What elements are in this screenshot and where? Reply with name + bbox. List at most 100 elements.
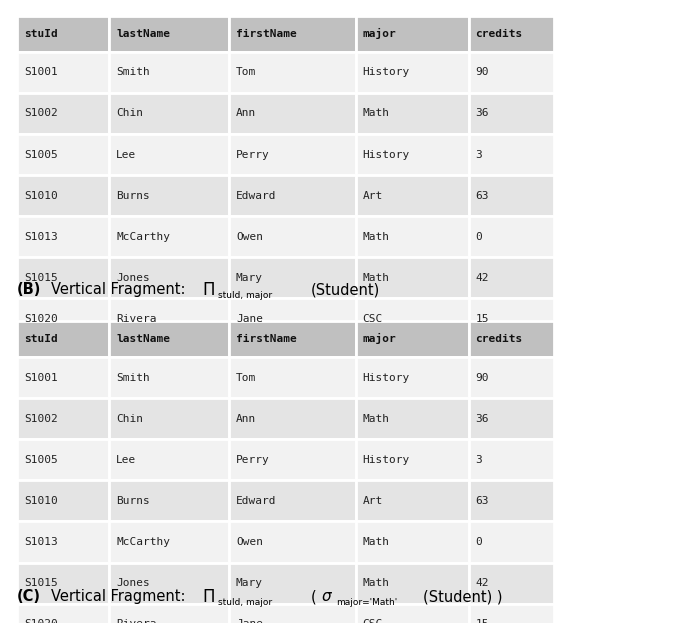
Text: Edward: Edward <box>236 496 276 506</box>
Text: S1002: S1002 <box>24 414 57 424</box>
FancyBboxPatch shape <box>109 480 229 521</box>
Text: Math: Math <box>363 108 389 118</box>
FancyBboxPatch shape <box>229 257 356 298</box>
Text: Jones: Jones <box>116 273 150 283</box>
FancyBboxPatch shape <box>17 216 109 257</box>
Text: (C): (C) <box>17 589 41 604</box>
Text: Math: Math <box>363 578 389 588</box>
FancyBboxPatch shape <box>356 563 469 604</box>
FancyBboxPatch shape <box>109 321 229 357</box>
FancyBboxPatch shape <box>109 175 229 216</box>
Text: 36: 36 <box>475 414 489 424</box>
Text: CSC: CSC <box>363 314 383 324</box>
Text: stuId: stuId <box>24 29 57 39</box>
FancyBboxPatch shape <box>469 175 554 216</box>
Text: Rivera: Rivera <box>116 619 157 623</box>
Text: credits: credits <box>475 334 523 344</box>
Text: 90: 90 <box>475 373 489 383</box>
FancyBboxPatch shape <box>356 480 469 521</box>
FancyBboxPatch shape <box>109 439 229 480</box>
FancyBboxPatch shape <box>229 321 356 357</box>
Text: Mary: Mary <box>236 578 263 588</box>
FancyBboxPatch shape <box>469 480 554 521</box>
FancyBboxPatch shape <box>229 298 356 340</box>
FancyBboxPatch shape <box>17 439 109 480</box>
FancyBboxPatch shape <box>17 480 109 521</box>
FancyBboxPatch shape <box>469 216 554 257</box>
Text: major='Math': major='Math' <box>336 598 397 607</box>
FancyBboxPatch shape <box>469 134 554 175</box>
FancyBboxPatch shape <box>356 16 469 52</box>
Text: 42: 42 <box>475 273 489 283</box>
Text: McCarthy: McCarthy <box>116 537 170 547</box>
FancyBboxPatch shape <box>469 16 554 52</box>
Text: McCarthy: McCarthy <box>116 232 170 242</box>
FancyBboxPatch shape <box>17 521 109 563</box>
FancyBboxPatch shape <box>109 521 229 563</box>
FancyBboxPatch shape <box>109 16 229 52</box>
Text: S1001: S1001 <box>24 373 57 383</box>
Text: major: major <box>363 333 396 345</box>
FancyBboxPatch shape <box>229 93 356 134</box>
FancyBboxPatch shape <box>17 16 109 52</box>
Text: (Student): (Student) <box>311 282 380 297</box>
FancyBboxPatch shape <box>229 563 356 604</box>
Text: (: ( <box>311 589 317 604</box>
Text: Math: Math <box>363 273 389 283</box>
Text: Rivera: Rivera <box>116 314 157 324</box>
FancyBboxPatch shape <box>469 257 554 298</box>
Text: $\sigma$: $\sigma$ <box>321 589 333 604</box>
FancyBboxPatch shape <box>229 16 356 52</box>
Text: Lee: Lee <box>116 455 137 465</box>
FancyBboxPatch shape <box>469 521 554 563</box>
Text: Perry: Perry <box>236 150 269 159</box>
Text: Burns: Burns <box>116 496 150 506</box>
Text: credits: credits <box>475 29 523 39</box>
FancyBboxPatch shape <box>109 563 229 604</box>
Text: S1015: S1015 <box>24 578 57 588</box>
Text: S1010: S1010 <box>24 191 57 201</box>
FancyBboxPatch shape <box>356 298 469 340</box>
FancyBboxPatch shape <box>17 93 109 134</box>
Text: lastName: lastName <box>116 29 170 39</box>
Text: CSC: CSC <box>363 619 383 623</box>
FancyBboxPatch shape <box>229 216 356 257</box>
Text: Tom: Tom <box>236 373 256 383</box>
Text: stuId, major: stuId, major <box>218 291 272 300</box>
Text: History: History <box>363 373 410 383</box>
FancyBboxPatch shape <box>356 398 469 439</box>
Text: Mary: Mary <box>236 273 263 283</box>
FancyBboxPatch shape <box>109 93 229 134</box>
Text: lastName: lastName <box>116 334 170 344</box>
Text: 3: 3 <box>475 150 482 159</box>
Text: S1013: S1013 <box>24 232 57 242</box>
FancyBboxPatch shape <box>356 521 469 563</box>
FancyBboxPatch shape <box>109 52 229 93</box>
FancyBboxPatch shape <box>17 257 109 298</box>
FancyBboxPatch shape <box>229 398 356 439</box>
Text: S1015: S1015 <box>24 273 57 283</box>
Text: History: History <box>363 455 410 465</box>
Text: 0: 0 <box>475 232 482 242</box>
FancyBboxPatch shape <box>109 604 229 623</box>
FancyBboxPatch shape <box>469 604 554 623</box>
Text: S1013: S1013 <box>24 537 57 547</box>
FancyBboxPatch shape <box>469 298 554 340</box>
Text: History: History <box>363 150 410 159</box>
Text: Jane: Jane <box>236 619 263 623</box>
FancyBboxPatch shape <box>17 604 109 623</box>
FancyBboxPatch shape <box>109 257 229 298</box>
Text: Tom: Tom <box>236 67 256 77</box>
Text: Smith: Smith <box>116 373 150 383</box>
Text: stuId: stuId <box>24 334 57 344</box>
FancyBboxPatch shape <box>17 175 109 216</box>
Text: 63: 63 <box>475 191 489 201</box>
Text: Smith: Smith <box>116 67 150 77</box>
FancyBboxPatch shape <box>469 357 554 398</box>
FancyBboxPatch shape <box>229 357 356 398</box>
Text: 36: 36 <box>475 108 489 118</box>
FancyBboxPatch shape <box>356 439 469 480</box>
Text: (B): (B) <box>17 282 42 297</box>
Text: S1002: S1002 <box>24 108 57 118</box>
Text: Burns: Burns <box>116 191 150 201</box>
